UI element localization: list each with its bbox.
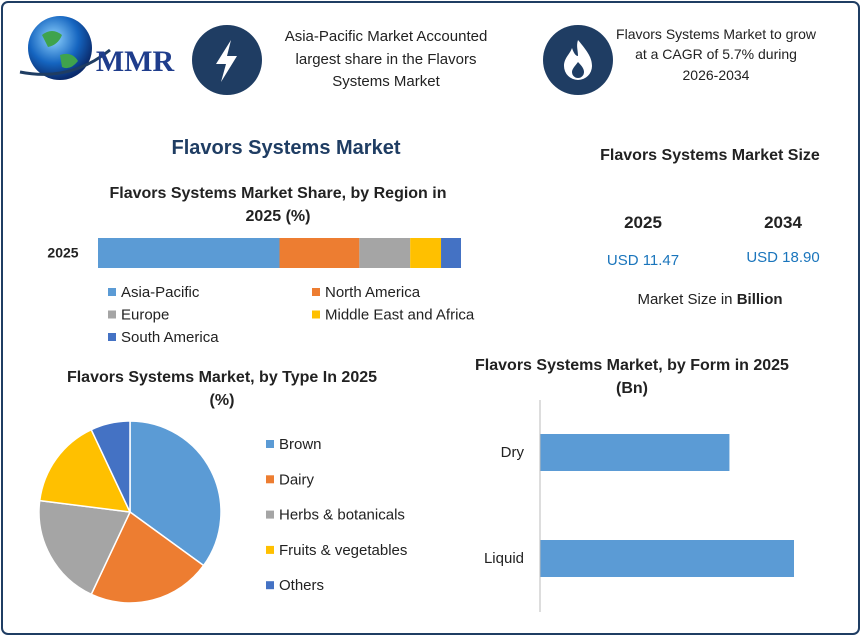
category-label: 2025	[47, 245, 78, 261]
legend-swatch	[266, 581, 274, 590]
chart-title: Flavors Systems Market, by Type In 2025 …	[66, 369, 378, 410]
legend-swatch	[108, 288, 116, 296]
legend-label: Middle East and Africa	[325, 306, 475, 323]
pie-slice	[38, 428, 132, 513]
category-label: Dry	[501, 444, 525, 461]
legend-label: Asia-Pacific	[121, 284, 200, 301]
pie-slice	[129, 420, 222, 567]
chart-title: Flavors Systems Market Share, by Region …	[109, 185, 447, 226]
size-value: USD 18.90	[746, 249, 820, 266]
main-title: Flavors Systems Market	[171, 137, 401, 159]
size-note-text: Market Size in	[637, 291, 733, 308]
size-note: Market Size in Billion	[580, 289, 840, 311]
legend-swatch	[266, 440, 274, 448]
size-title: Flavors Systems Market Size	[600, 147, 820, 164]
legend-swatch	[312, 310, 320, 319]
legend-label: Europe	[121, 306, 169, 323]
bar-segment	[359, 238, 411, 268]
bar	[540, 434, 730, 471]
legend-label: Others	[279, 577, 324, 594]
pie-slice	[38, 499, 132, 596]
legend-label: Herbs & botanicals	[279, 507, 405, 524]
size-year: 2034	[764, 213, 802, 232]
bar-segment	[410, 238, 442, 268]
chart-title: Flavors Systems Market, by Form in 2025 …	[475, 357, 789, 398]
legend-label: Fruits & vegetables	[279, 542, 407, 559]
bar	[540, 540, 794, 577]
legend-swatch	[108, 333, 116, 341]
icon-bolt	[192, 25, 262, 95]
size-year: 2025	[624, 213, 662, 232]
logo	[19, 16, 111, 80]
logo-text: MMR	[96, 45, 175, 78]
size-note-unit: Billion	[736, 291, 783, 308]
size-value: USD 11.47	[606, 252, 680, 269]
legend-swatch	[266, 545, 274, 554]
legend-label: Dairy	[279, 471, 315, 488]
bar-segment	[98, 238, 280, 268]
icon-flame	[543, 25, 613, 95]
legend-swatch	[108, 310, 116, 319]
pie-slice	[90, 420, 131, 513]
legend-label: Brown	[279, 436, 322, 453]
legend-swatch	[312, 288, 320, 296]
legend-swatch	[266, 510, 274, 519]
legend-label: North America	[325, 284, 421, 301]
legend-label: South America	[121, 329, 219, 346]
bar-segment	[279, 238, 360, 268]
category-label: Liquid	[484, 550, 524, 567]
legend-swatch	[266, 475, 274, 484]
header-note: Asia-Pacific Market Accounted largest sh…	[284, 28, 488, 90]
bar-segment	[441, 238, 461, 268]
header-note: Flavors Systems Market to grow at a CAGR…	[616, 26, 816, 83]
